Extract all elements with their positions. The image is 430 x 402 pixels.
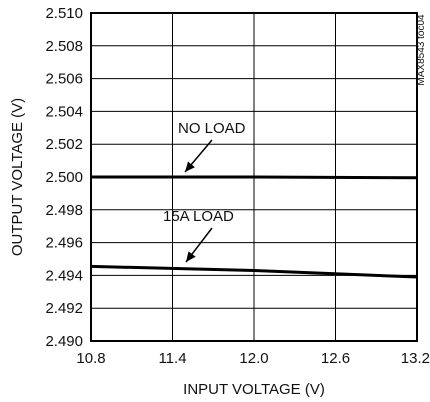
y-tick-label: 2.508 bbox=[45, 38, 83, 55]
y-tick-label: 2.500 bbox=[45, 169, 83, 186]
x-tick-label: 12.0 bbox=[239, 350, 268, 367]
annotation-no-load: NO LOAD bbox=[178, 120, 246, 137]
annotation-arrow-head bbox=[186, 251, 196, 262]
x-tick-label: 10.8 bbox=[76, 350, 105, 367]
x-tick-label: 12.6 bbox=[321, 350, 350, 367]
annotation-arrow-head bbox=[185, 161, 195, 172]
grid bbox=[91, 13, 417, 341]
series-line-no-load bbox=[91, 175, 418, 180]
y-tick-label: 2.502 bbox=[45, 136, 83, 153]
y-tick-labels: 2.510 2.508 2.506 2.504 2.502 2.500 2.498 2.496… bbox=[45, 5, 83, 350]
y-tick-label: 2.494 bbox=[45, 267, 83, 284]
annotation-15a-load: 15A LOAD bbox=[163, 208, 234, 225]
y-tick-label: 2.490 bbox=[45, 333, 83, 350]
y-tick-label: 2.492 bbox=[45, 300, 83, 317]
annotation-arrows bbox=[184, 139, 213, 263]
series-line-15a-load bbox=[90, 264, 418, 279]
x-tick-label: 11.4 bbox=[158, 350, 186, 367]
y-tick-label: 2.510 bbox=[45, 5, 83, 22]
y-tick-label: 2.504 bbox=[45, 103, 83, 120]
y-tick-label: 2.506 bbox=[45, 71, 83, 88]
x-tick-label: 13.2 bbox=[401, 350, 430, 367]
series-group bbox=[90, 175, 418, 279]
figure-id-label: MAX8543 toc04 bbox=[416, 14, 427, 86]
x-tick-labels: 10.8 11.4 12.0 12.6 13.2 bbox=[76, 350, 430, 367]
y-tick-label: 2.496 bbox=[45, 235, 83, 252]
x-axis-label: INPUT VOLTAGE (V) bbox=[183, 381, 325, 398]
y-axis-label: OUTPUT VOLTAGE (V) bbox=[9, 98, 26, 256]
y-tick-label: 2.498 bbox=[45, 202, 83, 219]
